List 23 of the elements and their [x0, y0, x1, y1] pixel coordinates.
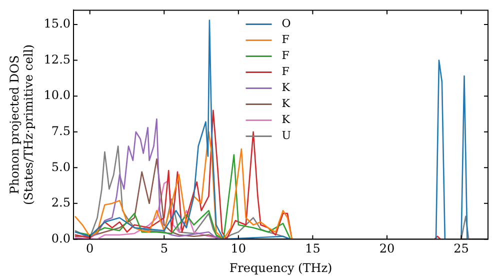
y-tick-label: 7.5: [51, 124, 71, 138]
y-tick-label: 15.0: [44, 16, 71, 31]
legend-label: K: [282, 113, 291, 126]
y-tick-label: 0.0: [51, 231, 71, 246]
y-tick-label: 10.0: [44, 88, 71, 102]
legend-label: F: [282, 49, 290, 62]
y-tick-label: 5.0: [51, 160, 71, 174]
legend-label: K: [282, 97, 291, 110]
x-tick-label: 15: [305, 242, 320, 256]
y-axis-title: Phonon projected DOS (States/THz·primitive cell): [7, 44, 36, 206]
legend-label: F: [282, 65, 290, 78]
y-tick-label: 12.5: [44, 52, 71, 66]
x-tick-label: 0: [86, 242, 94, 256]
legend-label: O: [282, 17, 291, 30]
x-tick-label: 5: [160, 242, 168, 256]
legend-label: U: [282, 129, 292, 142]
x-tick-label: 25: [454, 242, 469, 256]
x-axis-title: Frequency (THz): [229, 260, 332, 275]
legend-label: F: [282, 33, 290, 46]
y-tick-label: 2.5: [51, 196, 71, 210]
x-tick-label: 10: [230, 242, 246, 256]
legend-label: K: [282, 81, 291, 94]
x-tick-label: 20: [379, 242, 395, 256]
